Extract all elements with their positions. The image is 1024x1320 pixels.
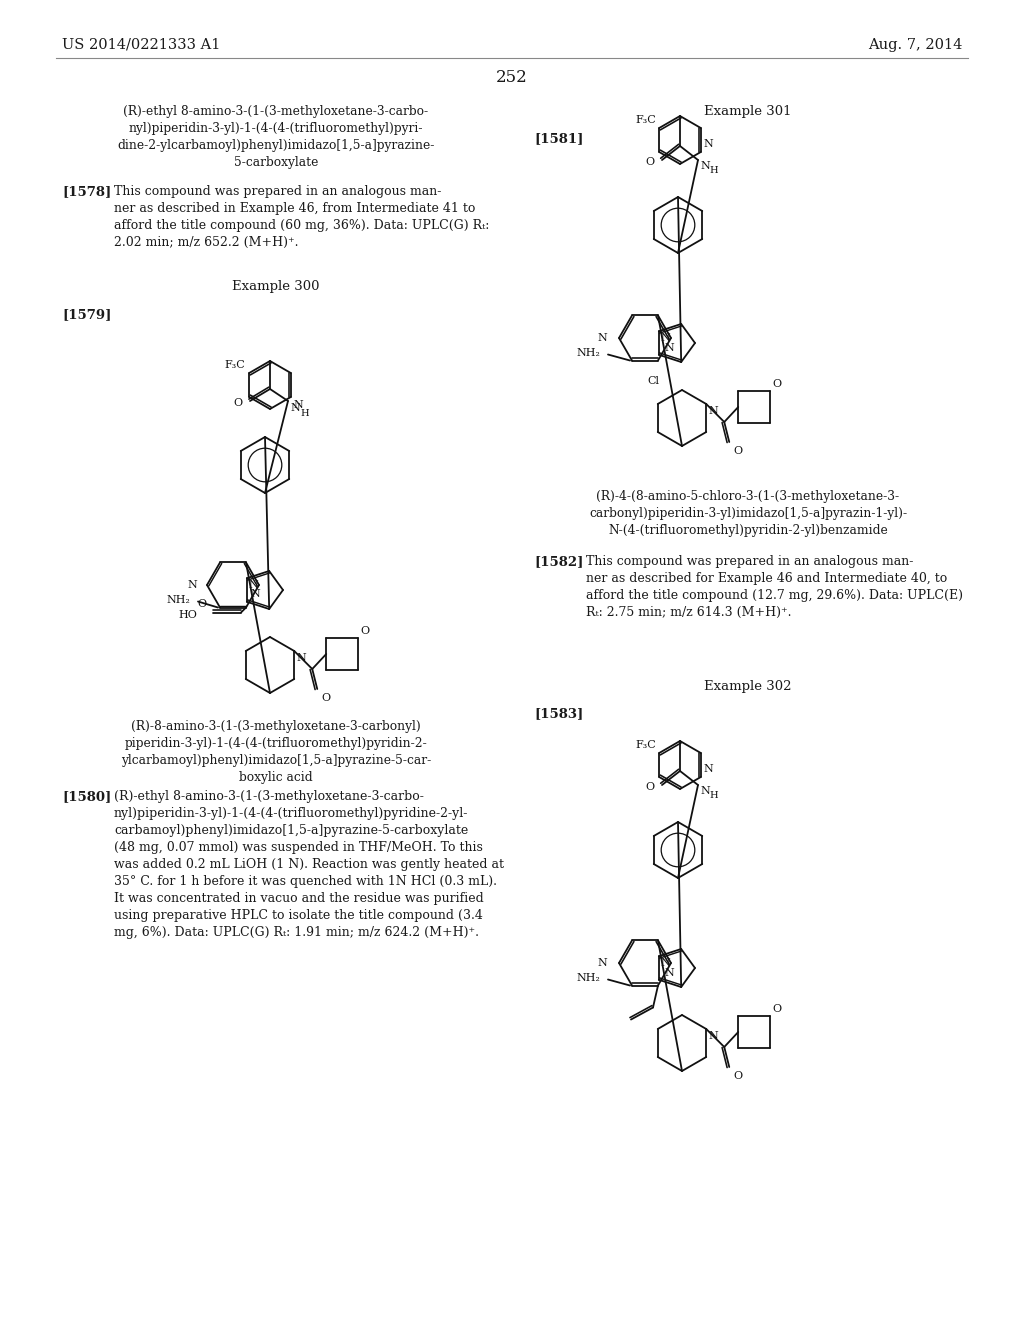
Text: Example 301: Example 301 xyxy=(705,106,792,117)
Text: piperidin-3-yl)-1-(4-(4-(trifluoromethyl)pyridin-2-: piperidin-3-yl)-1-(4-(4-(trifluoromethyl… xyxy=(125,737,427,750)
Text: (R)-4-(8-amino-5-chloro-3-(1-(3-methyloxetane-3-: (R)-4-(8-amino-5-chloro-3-(1-(3-methylox… xyxy=(596,490,899,503)
Text: O: O xyxy=(733,1071,742,1081)
Text: HO: HO xyxy=(178,610,197,619)
Text: boxylic acid: boxylic acid xyxy=(240,771,312,784)
Text: mg, 6%). Data: UPLC(G) Rₜ: 1.91 min; m/z 624.2 (M+H)⁺.: mg, 6%). Data: UPLC(G) Rₜ: 1.91 min; m/z… xyxy=(114,927,479,939)
Text: O: O xyxy=(733,446,742,455)
Text: 5-carboxylate: 5-carboxylate xyxy=(233,156,318,169)
Text: This compound was prepared in an analogous man-: This compound was prepared in an analogo… xyxy=(114,185,441,198)
Text: N: N xyxy=(660,958,671,969)
Text: 252: 252 xyxy=(496,70,528,87)
Text: nyl)piperidin-3-yl)-1-(4-(4-(trifluoromethyl)pyri-: nyl)piperidin-3-yl)-1-(4-(4-(trifluorome… xyxy=(129,121,423,135)
Text: (R)-ethyl 8-amino-3-(1-(3-methyloxetane-3-carbo-: (R)-ethyl 8-amino-3-(1-(3-methyloxetane-… xyxy=(114,789,424,803)
Text: N: N xyxy=(665,968,674,978)
Text: N: N xyxy=(700,785,710,796)
Text: N: N xyxy=(700,161,710,172)
Text: N: N xyxy=(250,589,260,599)
Text: O: O xyxy=(198,598,207,609)
Text: ylcarbamoyl)phenyl)imidazo[1,5-a]pyrazine-5-car-: ylcarbamoyl)phenyl)imidazo[1,5-a]pyrazin… xyxy=(121,754,431,767)
Text: N: N xyxy=(703,764,714,774)
Text: 2.02 min; m/z 652.2 (M+H)⁺.: 2.02 min; m/z 652.2 (M+H)⁺. xyxy=(114,236,299,249)
Text: ner as described in Example 46, from Intermediate 41 to: ner as described in Example 46, from Int… xyxy=(114,202,475,215)
Text: afford the title compound (12.7 mg, 29.6%). Data: UPLC(E): afford the title compound (12.7 mg, 29.6… xyxy=(586,589,963,602)
Text: O: O xyxy=(322,693,331,704)
Text: NH₂: NH₂ xyxy=(577,973,600,982)
Text: N: N xyxy=(709,407,718,416)
Text: (R)-8-amino-3-(1-(3-methyloxetane-3-carbonyl): (R)-8-amino-3-(1-(3-methyloxetane-3-carb… xyxy=(131,719,421,733)
Text: F₃C: F₃C xyxy=(636,741,656,750)
Text: F₃C: F₃C xyxy=(224,360,245,370)
Text: N: N xyxy=(665,343,674,352)
Text: N: N xyxy=(597,333,607,343)
Text: 35° C. for 1 h before it was quenched with 1N HCl (0.3 mL).: 35° C. for 1 h before it was quenched wi… xyxy=(114,875,497,888)
Text: dine-2-ylcarbamoyl)phenyl)imidazo[1,5-a]pyrazine-: dine-2-ylcarbamoyl)phenyl)imidazo[1,5-a]… xyxy=(118,139,434,152)
Text: carbamoyl)phenyl)imidazo[1,5-a]pyrazine-5-carboxylate: carbamoyl)phenyl)imidazo[1,5-a]pyrazine-… xyxy=(114,824,468,837)
Text: US 2014/0221333 A1: US 2014/0221333 A1 xyxy=(62,38,220,51)
Text: [1583]: [1583] xyxy=(534,708,584,719)
Text: NH₂: NH₂ xyxy=(577,347,600,358)
Text: O: O xyxy=(772,379,781,389)
Text: Example 302: Example 302 xyxy=(705,680,792,693)
Text: ner as described for Example 46 and Intermediate 40, to: ner as described for Example 46 and Inte… xyxy=(586,572,947,585)
Text: Example 300: Example 300 xyxy=(232,280,319,293)
Text: afford the title compound (60 mg, 36%). Data: UPLC(G) Rₜ:: afford the title compound (60 mg, 36%). … xyxy=(114,219,489,232)
Text: [1578]: [1578] xyxy=(62,185,112,198)
Text: (48 mg, 0.07 mmol) was suspended in THF/MeOH. To this: (48 mg, 0.07 mmol) was suspended in THF/… xyxy=(114,841,483,854)
Text: Aug. 7, 2014: Aug. 7, 2014 xyxy=(867,38,962,51)
Text: This compound was prepared in an analogous man-: This compound was prepared in an analogo… xyxy=(586,554,913,568)
Text: O: O xyxy=(645,157,654,168)
Text: N: N xyxy=(703,139,714,149)
Text: N: N xyxy=(597,958,607,968)
Text: Rₜ: 2.75 min; m/z 614.3 (M+H)⁺.: Rₜ: 2.75 min; m/z 614.3 (M+H)⁺. xyxy=(586,606,792,619)
Text: N: N xyxy=(709,1031,718,1041)
Text: Cl: Cl xyxy=(647,375,659,385)
Text: N: N xyxy=(660,333,671,343)
Text: [1581]: [1581] xyxy=(534,132,584,145)
Text: (R)-ethyl 8-amino-3-(1-(3-methyloxetane-3-carbo-: (R)-ethyl 8-amino-3-(1-(3-methyloxetane-… xyxy=(124,106,429,117)
Text: N-(4-(trifluoromethyl)pyridin-2-yl)benzamide: N-(4-(trifluoromethyl)pyridin-2-yl)benza… xyxy=(608,524,888,537)
Text: using preparative HPLC to isolate the title compound (3.4: using preparative HPLC to isolate the ti… xyxy=(114,909,483,921)
Text: N: N xyxy=(290,403,300,413)
Text: F₃C: F₃C xyxy=(636,115,656,125)
Text: [1582]: [1582] xyxy=(534,554,584,568)
Text: It was concentrated in vacuo and the residue was purified: It was concentrated in vacuo and the res… xyxy=(114,892,483,906)
Text: [1579]: [1579] xyxy=(62,308,112,321)
Text: N: N xyxy=(187,579,197,590)
Text: [1580]: [1580] xyxy=(62,789,112,803)
Text: O: O xyxy=(645,781,654,792)
Text: H: H xyxy=(709,166,718,176)
Text: nyl)piperidin-3-yl)-1-(4-(4-(trifluoromethyl)pyridine-2-yl-: nyl)piperidin-3-yl)-1-(4-(4-(trifluorome… xyxy=(114,807,468,820)
Text: H: H xyxy=(300,409,308,418)
Text: H: H xyxy=(709,791,718,800)
Text: O: O xyxy=(360,626,370,636)
Text: carbonyl)piperidin-3-yl)imidazo[1,5-a]pyrazin-1-yl)-: carbonyl)piperidin-3-yl)imidazo[1,5-a]py… xyxy=(589,507,907,520)
Text: N: N xyxy=(294,400,303,411)
Text: O: O xyxy=(772,1005,781,1014)
Text: N: N xyxy=(296,653,306,663)
Text: O: O xyxy=(232,399,242,408)
Text: N: N xyxy=(249,581,259,590)
Text: was added 0.2 mL LiOH (1 N). Reaction was gently heated at: was added 0.2 mL LiOH (1 N). Reaction wa… xyxy=(114,858,504,871)
Text: NH₂: NH₂ xyxy=(166,594,190,605)
